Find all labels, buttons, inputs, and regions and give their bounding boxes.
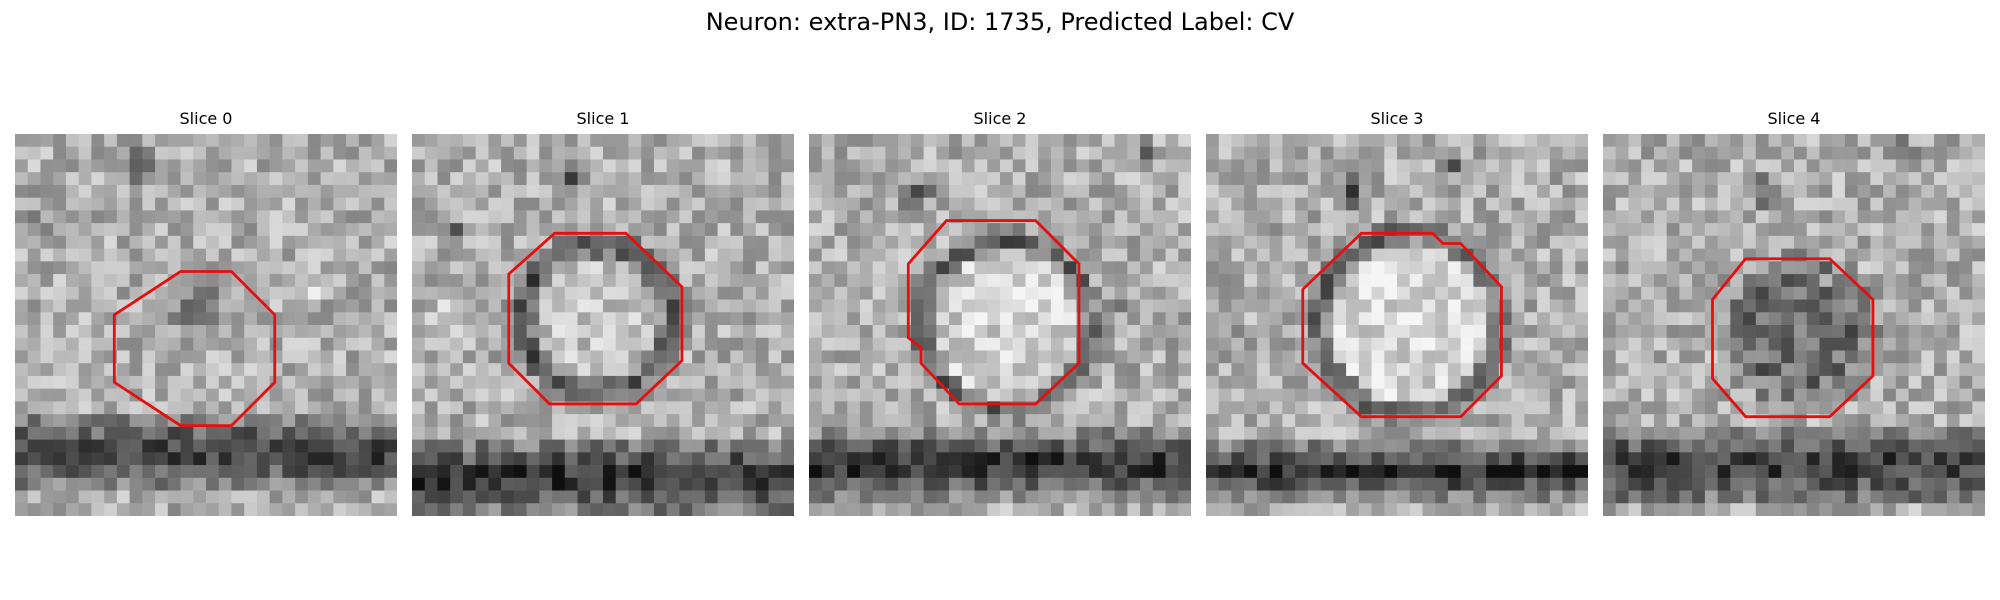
slice-image (15, 134, 397, 516)
slice-image (809, 134, 1191, 516)
slice-image (1206, 134, 1588, 516)
panel-slice-4: Slice 4 (1603, 108, 1985, 516)
roi-contour (507, 231, 684, 406)
panel-title: Slice 4 (1767, 109, 1821, 128)
panel-title: Slice 0 (179, 109, 233, 128)
panel-title: Slice 1 (576, 109, 630, 128)
roi-contour (1301, 231, 1503, 419)
panel-title: Slice 3 (1370, 109, 1424, 128)
panel-slice-2: Slice 2 (809, 108, 1191, 516)
figure-title: Neuron: extra-PN3, ID: 1735, Predicted L… (705, 8, 1295, 36)
roi-contour (1711, 257, 1875, 419)
slice-image (1603, 134, 1985, 516)
panel-slice-0: Slice 0 (15, 108, 397, 516)
panel-slice-1: Slice 1 (412, 108, 794, 516)
roi-contour (906, 219, 1081, 406)
roi-contour (112, 270, 277, 427)
panel-slice-3: Slice 3 (1206, 108, 1588, 516)
slice-image (412, 134, 794, 516)
panel-title: Slice 2 (973, 109, 1027, 128)
